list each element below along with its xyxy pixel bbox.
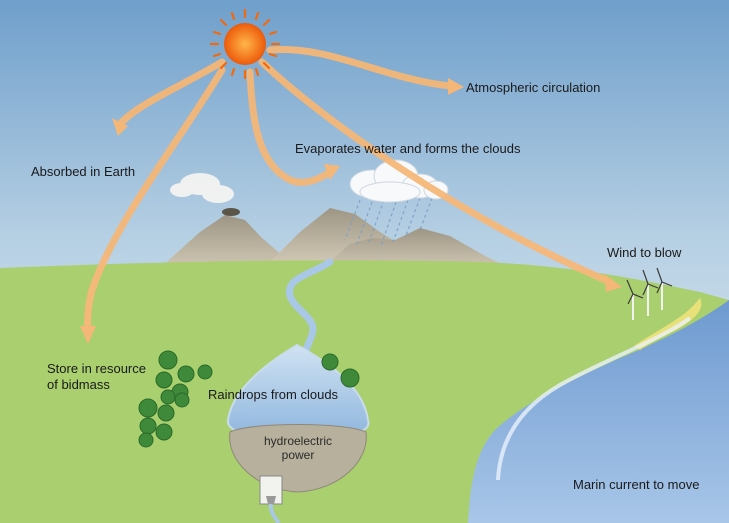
label-store-biomass-line1: Store in resource	[47, 361, 146, 377]
label-store-biomass-line2: of bidmass	[47, 377, 146, 393]
volcano-crater	[222, 208, 240, 216]
label-hydro-line2: power	[250, 448, 346, 462]
label-absorbed-in-earth: Absorbed in Earth	[31, 164, 135, 180]
label-wind-to-blow: Wind to blow	[607, 245, 681, 261]
label-evaporates-water: Evaporates water and forms the clouds	[295, 141, 520, 157]
label-atmospheric-circulation: Atmospheric circulation	[466, 80, 600, 96]
label-hydroelectric-power: hydroelectric power	[250, 434, 346, 462]
label-store-biomass: Store in resource of bidmass	[47, 361, 146, 393]
label-marin-current: Marin current to move	[573, 477, 699, 493]
label-raindrops: Raindrops from clouds	[208, 387, 338, 403]
label-hydro-line1: hydroelectric	[250, 434, 346, 448]
